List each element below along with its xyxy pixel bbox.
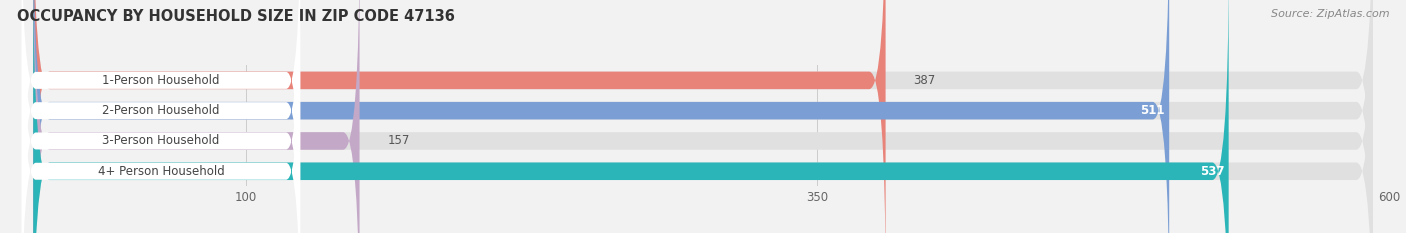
FancyBboxPatch shape: [34, 0, 1372, 233]
Text: OCCUPANCY BY HOUSEHOLD SIZE IN ZIP CODE 47136: OCCUPANCY BY HOUSEHOLD SIZE IN ZIP CODE …: [17, 9, 454, 24]
Text: Source: ZipAtlas.com: Source: ZipAtlas.com: [1271, 9, 1389, 19]
FancyBboxPatch shape: [34, 0, 1229, 233]
FancyBboxPatch shape: [34, 0, 1372, 233]
FancyBboxPatch shape: [34, 0, 360, 233]
Text: 1-Person Household: 1-Person Household: [103, 74, 219, 87]
Text: 387: 387: [914, 74, 935, 87]
FancyBboxPatch shape: [21, 0, 299, 233]
FancyBboxPatch shape: [21, 0, 299, 233]
Text: 511: 511: [1140, 104, 1164, 117]
Text: 4+ Person Household: 4+ Person Household: [97, 165, 225, 178]
FancyBboxPatch shape: [34, 0, 1170, 233]
Text: 3-Person Household: 3-Person Household: [103, 134, 219, 147]
Text: 537: 537: [1199, 165, 1225, 178]
FancyBboxPatch shape: [21, 0, 299, 233]
Text: 2-Person Household: 2-Person Household: [103, 104, 219, 117]
FancyBboxPatch shape: [34, 0, 1372, 233]
Text: 157: 157: [388, 134, 409, 147]
FancyBboxPatch shape: [34, 0, 886, 233]
FancyBboxPatch shape: [34, 0, 1372, 233]
FancyBboxPatch shape: [21, 0, 299, 233]
